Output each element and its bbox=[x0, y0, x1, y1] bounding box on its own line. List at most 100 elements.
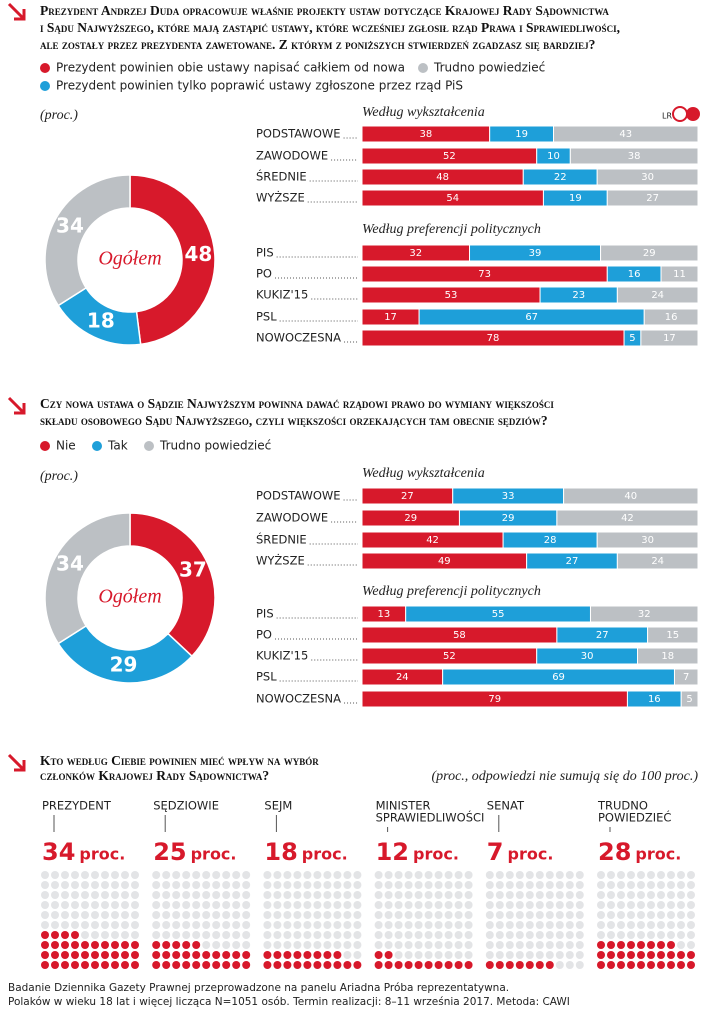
dot-empty bbox=[505, 941, 514, 949]
dot-empty bbox=[394, 921, 403, 929]
dot-empty bbox=[293, 871, 302, 879]
dot-filled bbox=[597, 941, 605, 949]
category-label: ZAWODOWE bbox=[256, 511, 328, 525]
dot-empty bbox=[394, 951, 403, 959]
dot-empty bbox=[283, 891, 292, 899]
dot-grid-filled bbox=[485, 961, 554, 969]
item-unit: proc. bbox=[413, 845, 459, 864]
dot-filled bbox=[464, 961, 473, 969]
legend-label: Prezydent powinien obie ustawy napisać c… bbox=[56, 61, 405, 75]
dot-empty bbox=[273, 881, 282, 889]
dot-empty bbox=[293, 941, 302, 949]
dot-empty bbox=[131, 921, 139, 929]
bar-value-label: 32 bbox=[409, 248, 422, 259]
dot-empty bbox=[71, 901, 79, 909]
bar-value-label: 29 bbox=[404, 513, 417, 524]
category-label: PIS bbox=[256, 607, 274, 621]
dot-empty bbox=[555, 891, 564, 899]
dot-empty bbox=[162, 881, 171, 889]
dot-empty bbox=[202, 901, 211, 909]
item-value: 7 bbox=[487, 838, 504, 866]
dot-empty bbox=[131, 911, 139, 919]
dot-empty bbox=[182, 901, 191, 909]
dot-empty bbox=[51, 891, 59, 899]
dot-empty bbox=[51, 871, 59, 879]
dot-empty bbox=[353, 951, 362, 959]
dot-empty bbox=[687, 881, 695, 889]
dot-empty bbox=[535, 941, 544, 949]
category-label: ŚREDNIE bbox=[256, 169, 307, 184]
dot-filled bbox=[61, 961, 69, 969]
dot-empty bbox=[172, 881, 181, 889]
dot-filled bbox=[192, 951, 201, 959]
dot-filled bbox=[607, 961, 615, 969]
dot-empty bbox=[111, 891, 119, 899]
dot-empty bbox=[343, 901, 352, 909]
dot-empty bbox=[91, 931, 99, 939]
dot-empty bbox=[313, 871, 322, 879]
dot-empty bbox=[505, 951, 514, 959]
dot-empty bbox=[515, 911, 524, 919]
dot-empty bbox=[637, 931, 645, 939]
dot-empty bbox=[545, 911, 554, 919]
dot-empty bbox=[545, 921, 554, 929]
dot-empty bbox=[111, 921, 119, 929]
dot-empty bbox=[131, 901, 139, 909]
dot-filled bbox=[71, 951, 79, 959]
dot-empty bbox=[464, 921, 473, 929]
dot-empty bbox=[333, 931, 342, 939]
dot-empty bbox=[192, 881, 201, 889]
dot-empty bbox=[263, 921, 272, 929]
dot-empty bbox=[343, 871, 352, 879]
dot-filled bbox=[61, 951, 69, 959]
bar-value-label: 23 bbox=[572, 290, 585, 301]
dot-empty bbox=[535, 951, 544, 959]
dot-empty bbox=[404, 901, 413, 909]
dot-empty bbox=[677, 921, 685, 929]
dot-empty bbox=[182, 871, 191, 879]
dot-filled bbox=[617, 951, 625, 959]
dot-filled bbox=[172, 951, 181, 959]
dot-empty bbox=[152, 881, 161, 889]
bar-value-label: 32 bbox=[638, 609, 651, 620]
bar-value-label: 73 bbox=[478, 269, 491, 280]
dot-empty bbox=[444, 901, 453, 909]
dot-empty bbox=[152, 891, 161, 899]
dot-empty bbox=[444, 911, 453, 919]
dot-empty bbox=[152, 911, 161, 919]
dot-filled bbox=[637, 961, 645, 969]
dot-empty bbox=[657, 901, 665, 909]
dot-filled bbox=[101, 961, 109, 969]
bar-value-label: 69 bbox=[552, 672, 565, 683]
dot-filled bbox=[51, 951, 59, 959]
dot-empty bbox=[212, 941, 221, 949]
dot-empty bbox=[121, 881, 129, 889]
dot-filled bbox=[374, 951, 383, 959]
dot-empty bbox=[505, 911, 514, 919]
dot-filled bbox=[444, 961, 453, 969]
dot-empty bbox=[323, 921, 332, 929]
dot-empty bbox=[374, 921, 383, 929]
dot-empty bbox=[263, 901, 272, 909]
dot-filled bbox=[313, 961, 322, 969]
dot-empty bbox=[212, 871, 221, 879]
bar-segment bbox=[569, 147, 699, 165]
dot-filled bbox=[263, 951, 272, 959]
dot-empty bbox=[464, 891, 473, 899]
dot-empty bbox=[515, 941, 524, 949]
bar-value-label: 33 bbox=[502, 491, 515, 502]
dot-empty bbox=[232, 871, 241, 879]
dot-empty bbox=[617, 871, 625, 879]
dot-empty bbox=[81, 901, 89, 909]
logo-icon bbox=[672, 106, 700, 122]
bar-value-label: 27 bbox=[646, 193, 659, 204]
dot-empty bbox=[101, 901, 109, 909]
bar-value-label: 42 bbox=[621, 513, 634, 524]
dot-empty bbox=[424, 891, 433, 899]
dot-filled bbox=[41, 941, 49, 949]
dot-empty bbox=[464, 911, 473, 919]
dot-empty bbox=[495, 911, 504, 919]
dot-empty bbox=[172, 921, 181, 929]
dot-empty bbox=[242, 941, 251, 949]
dot-empty bbox=[434, 871, 443, 879]
